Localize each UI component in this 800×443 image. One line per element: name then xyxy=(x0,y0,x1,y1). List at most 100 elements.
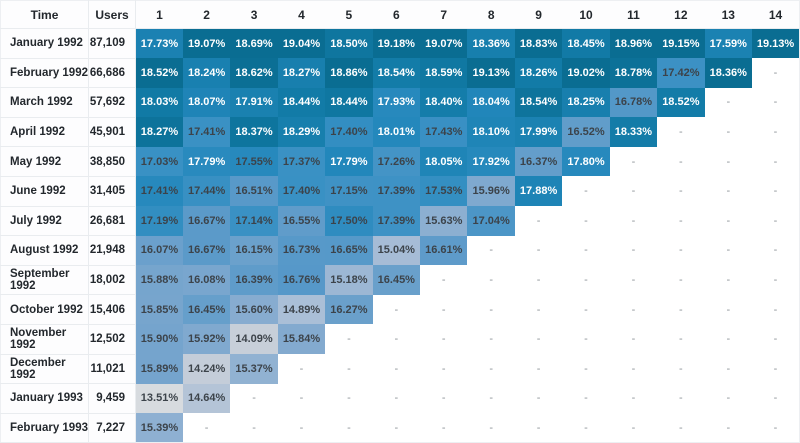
retention-cell: 17.80% xyxy=(562,146,610,177)
empty-cell: - xyxy=(726,185,731,198)
retention-cell: 18.52% xyxy=(657,87,705,118)
cohort-users: 45,901 xyxy=(88,117,136,148)
retention-cell: 16.37% xyxy=(514,146,563,177)
empty-cell: - xyxy=(536,303,541,316)
retention-cell: 15.90% xyxy=(135,324,183,355)
cohort-label: February 1993 xyxy=(0,413,89,443)
empty-cell: - xyxy=(726,214,731,227)
cohort-label: January 1993 xyxy=(0,383,89,414)
cohort-row: March 1992 57,692 18.03% 18.07% 17.91% 18.44%… xyxy=(0,87,800,118)
retention-cell: 18.24% xyxy=(182,58,231,88)
cohort-row: August 1992 21,948 16.07% 16.67% 16.15% 16.73… xyxy=(0,235,800,266)
empty-cell: - xyxy=(726,362,731,375)
retention-cell: 17.39% xyxy=(372,206,421,236)
empty-cell: - xyxy=(773,214,778,227)
retention-cell: 17.53% xyxy=(420,176,468,207)
retention-cell: 19.15% xyxy=(657,28,705,59)
cohort-label: March 1992 xyxy=(0,87,89,118)
cohort-row: October 1992 15,406 15.85% 16.45% 15.60% 14.8… xyxy=(0,294,800,325)
cohort-row: February 1992 66,686 18.52% 18.24% 18.62% 18.… xyxy=(0,58,800,89)
retention-cell: 18.86% xyxy=(325,58,373,88)
retention-cell: 17.43% xyxy=(420,117,468,147)
retention-cell: 16.45% xyxy=(372,265,421,295)
retention-cell: 16.76% xyxy=(277,265,326,295)
retention-cell: 18.29% xyxy=(277,117,326,147)
retention-cell: 14.89% xyxy=(277,294,326,325)
retention-cell: 15.39% xyxy=(135,413,183,443)
retention-cell: 17.92% xyxy=(467,146,515,177)
retention-cell: 19.18% xyxy=(372,28,421,59)
empty-cell: - xyxy=(441,421,446,434)
empty-cell: - xyxy=(584,214,588,227)
column-header-period-1: 1 xyxy=(135,0,183,29)
retention-cell: 16.07% xyxy=(135,235,183,266)
cohort-users: 18,002 xyxy=(88,265,136,296)
column-header-period-10: 10 xyxy=(562,0,610,29)
retention-cell: 18.27% xyxy=(135,117,183,147)
retention-cell: 16.78% xyxy=(609,87,658,118)
cohort-row: January 1993 9,459 13.51% 14.64% - - - - - - - - - - -… xyxy=(0,383,800,414)
empty-cell: - xyxy=(204,421,209,434)
retention-cell: 17.93% xyxy=(372,87,421,118)
retention-cell: 18.96% xyxy=(609,28,658,59)
empty-cell: - xyxy=(679,244,683,257)
retention-cell: 17.14% xyxy=(230,206,278,236)
empty-cell: - xyxy=(347,362,351,375)
empty-cell: - xyxy=(726,333,731,346)
retention-cell: 14.24% xyxy=(182,354,231,384)
retention-cell: 18.62% xyxy=(230,58,278,88)
retention-cell: 17.15% xyxy=(325,176,373,207)
empty-cell: - xyxy=(489,392,493,405)
cohort-users: 9,459 xyxy=(88,383,136,414)
empty-cell: - xyxy=(631,392,636,405)
column-header-period-2: 2 xyxy=(182,0,231,29)
retention-cell: 16.27% xyxy=(325,294,373,325)
column-header-users: Users xyxy=(88,0,136,29)
retention-cell: 18.40% xyxy=(420,87,468,118)
retention-cell: 19.13% xyxy=(467,58,515,88)
empty-cell: - xyxy=(441,392,446,405)
empty-cell: - xyxy=(489,421,493,434)
retention-cell: 18.25% xyxy=(562,87,610,118)
retention-cell: 19.02% xyxy=(562,58,610,88)
empty-cell: - xyxy=(679,185,683,198)
column-header-period-4: 4 xyxy=(277,0,326,29)
retention-cell: 15.18% xyxy=(325,265,373,295)
retention-cell: 15.85% xyxy=(135,294,183,325)
empty-cell: - xyxy=(584,185,588,198)
empty-cell: - xyxy=(773,392,778,405)
retention-cell: 16.65% xyxy=(325,235,373,266)
retention-cell: 17.79% xyxy=(325,146,373,177)
retention-cell: 18.44% xyxy=(277,87,326,118)
retention-cell: 15.63% xyxy=(420,206,468,236)
cohort-row: December 1992 11,021 15.89% 14.24% 15.37% - - -… xyxy=(0,354,800,385)
retention-cell: 14.09% xyxy=(230,324,278,355)
retention-cell: 18.27% xyxy=(277,58,326,88)
empty-cell: - xyxy=(584,303,588,316)
retention-cell: 18.04% xyxy=(467,87,515,118)
retention-cell: 17.03% xyxy=(135,146,183,177)
column-header-period-13: 13 xyxy=(704,0,752,29)
cohort-row: July 1992 26,681 17.19% 16.67% 17.14% 16.55% 1… xyxy=(0,206,800,237)
empty-cell: - xyxy=(536,421,541,434)
retention-cell: 18.45% xyxy=(562,28,610,59)
retention-cell: 18.05% xyxy=(420,146,468,177)
cohort-label: August 1992 xyxy=(0,235,89,266)
retention-cell: 17.19% xyxy=(135,206,183,236)
retention-cell: 18.44% xyxy=(325,87,373,118)
column-header-period-3: 3 xyxy=(230,0,278,29)
retention-cell: 18.10% xyxy=(467,117,515,147)
cohort-users: 21,948 xyxy=(88,235,136,266)
retention-cell: 18.37% xyxy=(230,117,278,147)
retention-cell: 17.50% xyxy=(325,206,373,236)
cohort-row: February 1993 7,227 15.39% - - - - - - - - - - - - - xyxy=(0,413,800,443)
retention-cell: 15.88% xyxy=(135,265,183,295)
empty-cell: - xyxy=(679,303,683,316)
empty-cell: - xyxy=(252,392,256,405)
retention-cell: 17.42% xyxy=(657,58,705,88)
empty-cell: - xyxy=(773,126,778,139)
empty-cell: - xyxy=(773,421,778,434)
header-row: Time Users 1 2 3 4 5 6 7 8 9 10 11 12 13 14 xyxy=(0,0,800,29)
empty-cell: - xyxy=(631,303,636,316)
empty-cell: - xyxy=(536,244,541,257)
